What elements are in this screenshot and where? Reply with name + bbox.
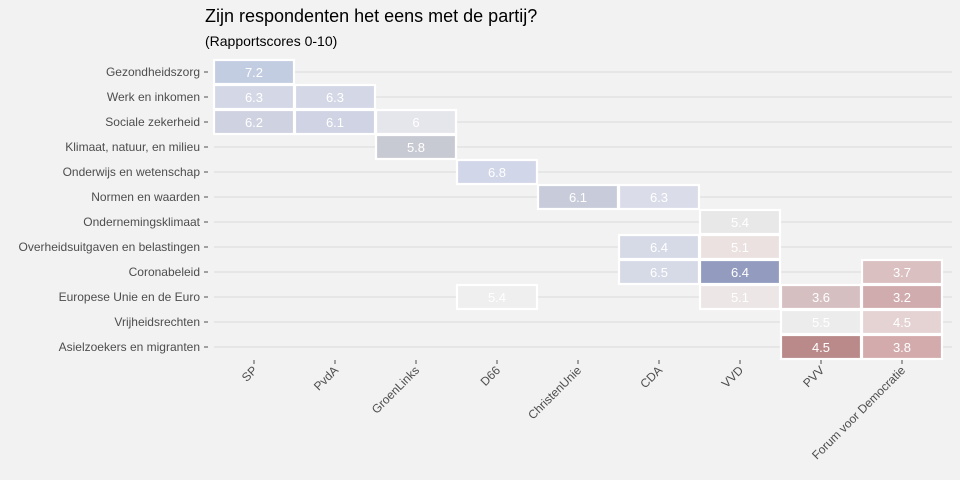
- cell-value-label: 5.4: [488, 290, 506, 305]
- heatmap-cell: [455, 283, 539, 311]
- y-tick-label: Onderwijs en wetenschap: [63, 165, 201, 179]
- cell-value-label: 5.8: [407, 140, 425, 155]
- x-tick-label: PvdA: [311, 363, 341, 393]
- y-tick-label: Asielzoekers en migranten: [59, 340, 200, 354]
- chart-title: Zijn respondenten het eens met de partij…: [205, 6, 537, 26]
- cell-value-label: 6.2: [245, 115, 263, 130]
- x-tick-label: PVV: [800, 363, 827, 390]
- cell-value-label: 5.5: [812, 315, 830, 330]
- y-tick-label: Overheidsuitgaven en belastingen: [19, 240, 200, 254]
- cell-value-label: 6: [412, 115, 419, 130]
- heatmap-cell: [617, 183, 701, 211]
- heatmap-cell: [212, 108, 296, 136]
- cell-value-label: 7.2: [245, 65, 263, 80]
- x-tick-label: SP: [239, 363, 260, 384]
- heatmap-cell: [536, 183, 620, 211]
- cell-value-label: 4.5: [893, 315, 911, 330]
- x-tick-label: CDA: [637, 363, 665, 391]
- y-tick-label: Ondernemingsklimaat: [83, 215, 200, 229]
- cell-value-label: 3.8: [893, 340, 911, 355]
- heatmap-cell: [860, 333, 944, 361]
- cell-value-label: 4.5: [812, 340, 830, 355]
- heatmap-cell: [698, 283, 782, 311]
- cell-value-label: 6.5: [650, 265, 668, 280]
- y-axis-labels: Gezondheidszorg Werk en inkomen Sociale ze…: [19, 65, 208, 354]
- chart-subtitle: (Rapportscores 0-10): [205, 33, 337, 49]
- y-tick-label: Vrijheidsrechten: [114, 315, 200, 329]
- y-tick-label: Sociale zekerheid: [105, 115, 200, 129]
- x-tick-label: VVD: [719, 363, 747, 391]
- cell-value-label: 3.7: [893, 265, 911, 280]
- cell-value-label: 3.2: [893, 290, 911, 305]
- cell-value-label: 6.1: [569, 190, 587, 205]
- x-axis-labels: SP PvdA GroenLinks D66 ChristenUnie CDA VVD PVV…: [239, 360, 908, 462]
- cell-value-label: 6.1: [326, 115, 344, 130]
- heatmap-cell: [293, 108, 377, 136]
- cell-value-label: 6.4: [650, 240, 668, 255]
- y-tick-label: Klimaat, natuur, en milieu: [65, 140, 200, 154]
- cell-value-label: 5.1: [731, 240, 749, 255]
- cell-value-label: 6.4: [731, 265, 749, 280]
- y-tick-label: Europese Unie en de Euro: [59, 290, 201, 304]
- cell-value-label: 6.3: [245, 90, 263, 105]
- x-tick-label: GroenLinks: [369, 363, 422, 416]
- y-tick-label: Werk en inkomen: [107, 90, 200, 104]
- cell-value-label: 6.8: [488, 165, 506, 180]
- heatmap-cell: [374, 133, 458, 161]
- heatmap-cell: [455, 158, 539, 186]
- x-tick-label: ChristenUnie: [525, 363, 584, 422]
- heatmap-cells: 7.2 6.3 6.3 6.2 6.1 6 5.8 6.8 6.1 6.3 5.4 6.4 5.1 6.5…: [212, 58, 944, 361]
- cell-value-label: 5.4: [731, 215, 749, 230]
- y-tick-label: Coronabeleid: [129, 265, 200, 279]
- cell-value-label: 6.3: [650, 190, 668, 205]
- x-tick-label: Forum voor Democratie: [809, 363, 908, 462]
- cell-value-label: 6.3: [326, 90, 344, 105]
- y-tick-label: Normen en waarden: [91, 190, 200, 204]
- y-tick-label: Gezondheidszorg: [106, 65, 200, 79]
- heatmap-cell: [860, 283, 944, 311]
- heatmap-cell: [212, 58, 296, 86]
- heatmap-cell: [617, 258, 701, 286]
- cell-value-label: 3.6: [812, 290, 830, 305]
- x-tick-label: D66: [478, 363, 504, 389]
- cell-value-label: 5.1: [731, 290, 749, 305]
- heatmap-cell: [860, 308, 944, 336]
